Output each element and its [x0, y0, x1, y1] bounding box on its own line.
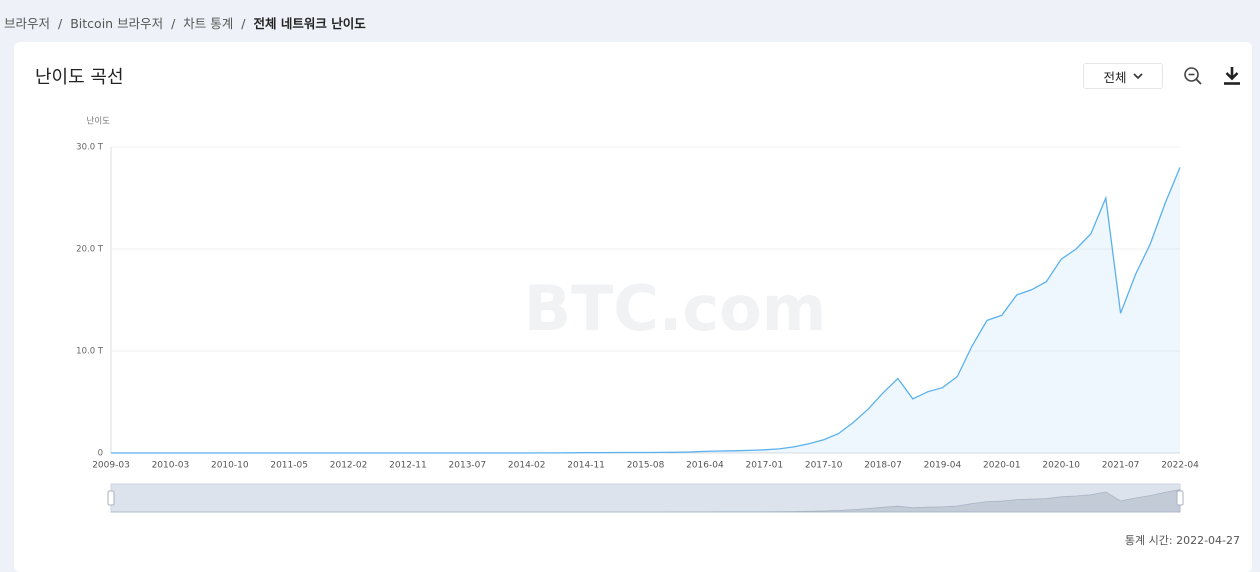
x-tick-label: 2010-03 — [152, 461, 190, 471]
x-tick-label: 2011-05 — [270, 461, 308, 471]
breadcrumb-separator: / — [171, 16, 176, 31]
x-tick-label: 2014-11 — [567, 461, 605, 471]
range-label: 전체 — [1103, 69, 1127, 85]
area-fill — [111, 167, 1180, 453]
x-tick-label: 2021-07 — [1102, 461, 1140, 471]
x-tick-label: 2012-11 — [389, 461, 427, 471]
x-tick-label: 2020-10 — [1042, 461, 1080, 471]
slider-handle[interactable] — [1176, 490, 1184, 506]
watermark: BTC.com — [524, 272, 827, 345]
x-tick-label: 2012-02 — [330, 461, 368, 471]
breadcrumb-separator: / — [58, 16, 63, 31]
breadcrumb-item[interactable]: 브라우저 — [4, 16, 51, 31]
line — [111, 167, 1181, 454]
y-tick-label: 30.0 T — [76, 143, 104, 153]
x-tick-label: 2017-01 — [745, 461, 783, 471]
slider-handle[interactable] — [107, 490, 115, 506]
download-icon[interactable] — [1222, 65, 1242, 87]
range-dropdown[interactable]: 전체 — [1083, 63, 1163, 89]
page: 브라우저 / Bitcoin 브라우저 / 차트 통계 / 전체 네트워크 난이도 난이도 … — [4, 13, 1252, 572]
x-tick-label: 2019-04 — [924, 461, 962, 471]
breadcrumb-item: 전체 네트워크 난이도 — [253, 16, 366, 31]
x-tick-label: 2022-04 — [1161, 461, 1199, 471]
breadcrumb-item[interactable]: 차트 통계 — [183, 16, 234, 31]
breadcrumb-item[interactable]: Bitcoin 브라우저 — [70, 16, 164, 31]
x-tick-label: 2017-10 — [805, 461, 843, 471]
y-tick-label: 20.0 T — [76, 245, 104, 255]
chart: BTC.com 난이도 0 10.0 T 20.0 T 30.0 T 2009-03 20… — [76, 116, 1199, 513]
chart-title: 난이도 곡선 — [35, 67, 124, 88]
y-tick-label: 0 — [98, 449, 103, 459]
breadcrumb-separator: / — [241, 16, 246, 31]
x-tick-label: 2015-08 — [627, 461, 665, 471]
x-tick-label: 2020-01 — [983, 461, 1021, 471]
x-tick-label: 2010-10 — [211, 461, 249, 471]
x-tick-label: 2013-07 — [449, 461, 487, 471]
y-axis-label: 난이도 — [87, 116, 111, 127]
x-tick-label: 2018-07 — [864, 461, 902, 471]
breadcrumb: 브라우저 / Bitcoin 브라우저 / 차트 통계 / 전체 네트워크 난이도 — [4, 13, 374, 32]
chevron — [1132, 73, 1143, 80]
y-tick-label: 10.0 T — [76, 347, 104, 357]
x-tick-label: 2014-02 — [508, 461, 546, 471]
slider-preview — [111, 489, 1181, 513]
x-tick-label: 2016-04 — [686, 461, 724, 471]
x-tick-label: 2009-03 — [92, 461, 130, 471]
zoom-out-icon[interactable] — [1183, 66, 1203, 86]
footer: 통계 시간: 2022-04-27 — [1124, 534, 1240, 547]
